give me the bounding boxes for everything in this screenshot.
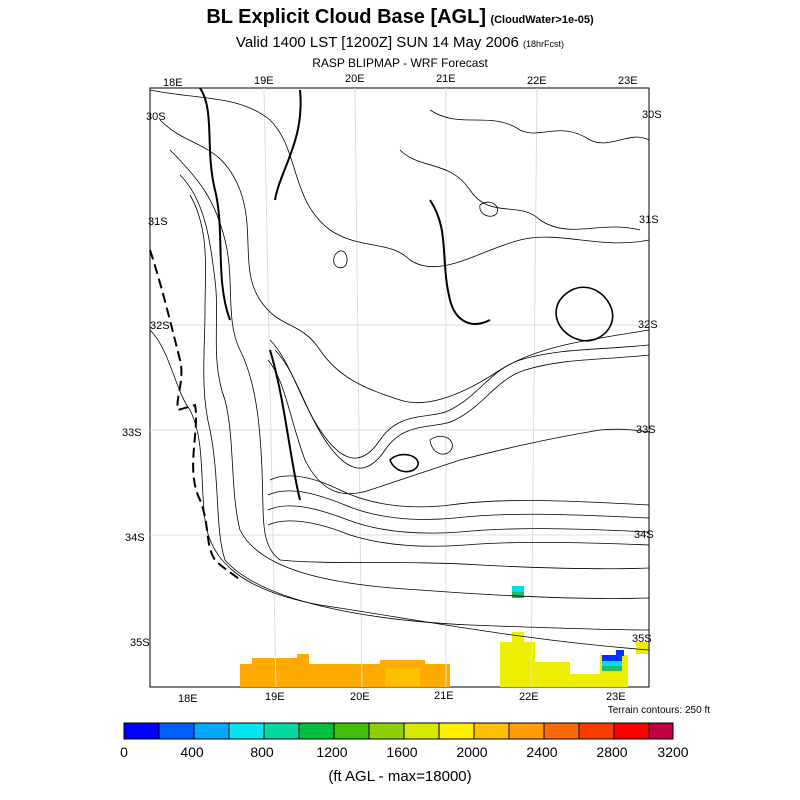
colorbar-swatch-14 xyxy=(578,722,615,740)
top-lon-23: 23E xyxy=(618,75,638,87)
map-title: BL Explicit Cloud Base [AGL] (CloudWater… xyxy=(0,6,800,29)
valid-time-text: Valid 1400 LST [1200Z] SUN 14 May 2006 xyxy=(235,34,519,51)
right-lat-34: 34S xyxy=(634,529,654,541)
colorbar-swatch-13 xyxy=(543,722,580,740)
colorbar-tick-3200: 3200 xyxy=(657,744,689,760)
bottom-lon-20: 20E xyxy=(350,691,370,703)
fill-yellow-6 xyxy=(636,642,648,654)
left-lat-35: 35S xyxy=(130,637,150,649)
fill-green-2 xyxy=(512,592,524,598)
fill-blue-2 xyxy=(616,650,624,656)
terrain-contours-bold xyxy=(199,87,491,501)
colorbar-tick-1200: 1200 xyxy=(316,744,348,760)
colorbar xyxy=(123,722,674,740)
colorbar-tick-2400: 2400 xyxy=(526,744,558,760)
colorbar-swatch-10 xyxy=(438,722,475,740)
colorbar-swatch-15 xyxy=(613,722,650,740)
left-lat-32: 32S xyxy=(150,320,170,332)
fill-green-1 xyxy=(602,666,622,671)
colorbar-tick-0: 0 xyxy=(120,744,128,760)
bottom-lon-23: 23E xyxy=(606,691,626,703)
top-lon-22: 22E xyxy=(527,75,547,87)
cloud-base-fill xyxy=(240,586,648,687)
terrain-contours-note: Terrain contours: 250 ft xyxy=(607,705,710,716)
top-lon-18: 18E xyxy=(163,77,183,89)
colorbar-swatch-8 xyxy=(368,722,405,740)
valid-time: Valid 1400 LST [1200Z] SUN 14 May 2006 (… xyxy=(0,34,800,51)
left-lat-30: 30S xyxy=(146,111,166,123)
colorbar-swatch-3 xyxy=(193,722,230,740)
colorbar-tick-800: 800 xyxy=(250,744,274,760)
fill-orange-bump-2 xyxy=(297,654,309,666)
colorbar-swatch-6 xyxy=(298,722,335,740)
colorbar-swatch-11 xyxy=(473,722,510,740)
fill-orange-bump-3 xyxy=(380,660,425,666)
fill-cyan-2 xyxy=(512,586,524,592)
colorbar-swatch-7 xyxy=(333,722,370,740)
terrain-contours xyxy=(149,89,650,651)
top-lon-21: 21E xyxy=(436,73,456,85)
fill-yellow-1 xyxy=(500,642,535,687)
map-frame xyxy=(149,87,650,688)
fill-yellow-2 xyxy=(512,632,524,644)
colorbar-tick-2000: 2000 xyxy=(456,744,488,760)
right-lat-32: 32S xyxy=(638,319,658,331)
fill-yellow-3 xyxy=(535,662,570,687)
axis-labels: 18E 19E 20E 21E 22E 23E 18E 19E 20E 21E … xyxy=(122,73,662,705)
grid-lines xyxy=(150,87,649,688)
colorbar-swatch-1 xyxy=(123,722,160,740)
title-note: (CloudWater>1e-05) xyxy=(490,14,594,26)
fill-blue-1 xyxy=(602,655,622,661)
right-lat-35: 35S xyxy=(632,633,652,645)
bottom-lon-21: 21E xyxy=(434,690,454,702)
right-lat-33: 33S xyxy=(636,424,656,436)
colorbar-swatch-9 xyxy=(403,722,440,740)
colorbar-tick-2800: 2800 xyxy=(596,744,628,760)
right-lat-31: 31S xyxy=(639,214,659,226)
title-main: BL Explicit Cloud Base [AGL] xyxy=(206,6,486,28)
left-lat-33: 33S xyxy=(122,427,142,439)
fill-orange-inner xyxy=(385,668,420,686)
colorbar-swatch-16 xyxy=(648,722,674,740)
fill-cyan-1 xyxy=(602,661,622,666)
colorbar-swatch-2 xyxy=(158,722,195,740)
top-lon-20: 20E xyxy=(345,73,365,85)
forecast-hour: (18hrFcst) xyxy=(523,39,565,49)
bottom-lon-22: 22E xyxy=(519,691,539,703)
colorbar-swatch-5 xyxy=(263,722,300,740)
colorbar-swatch-12 xyxy=(508,722,545,740)
bottom-lon-18: 18E xyxy=(178,693,198,705)
bottom-lon-19: 19E xyxy=(265,691,285,703)
units-label: (ft AGL - max=18000) xyxy=(328,768,472,785)
colorbar-tick-400: 400 xyxy=(180,744,204,760)
fill-orange-bump-1 xyxy=(252,658,297,666)
fill-yellow-4 xyxy=(570,674,600,687)
colorbar-swatch-4 xyxy=(228,722,265,740)
right-lat-30: 30S xyxy=(642,109,662,121)
left-lat-31: 31S xyxy=(148,216,168,228)
top-lon-19: 19E xyxy=(254,75,274,87)
left-lat-34: 34S xyxy=(125,532,145,544)
product-name: RASP BLIPMAP - WRF Forecast xyxy=(312,56,488,70)
colorbar-tick-1600: 1600 xyxy=(386,744,418,760)
coastline xyxy=(149,249,241,581)
